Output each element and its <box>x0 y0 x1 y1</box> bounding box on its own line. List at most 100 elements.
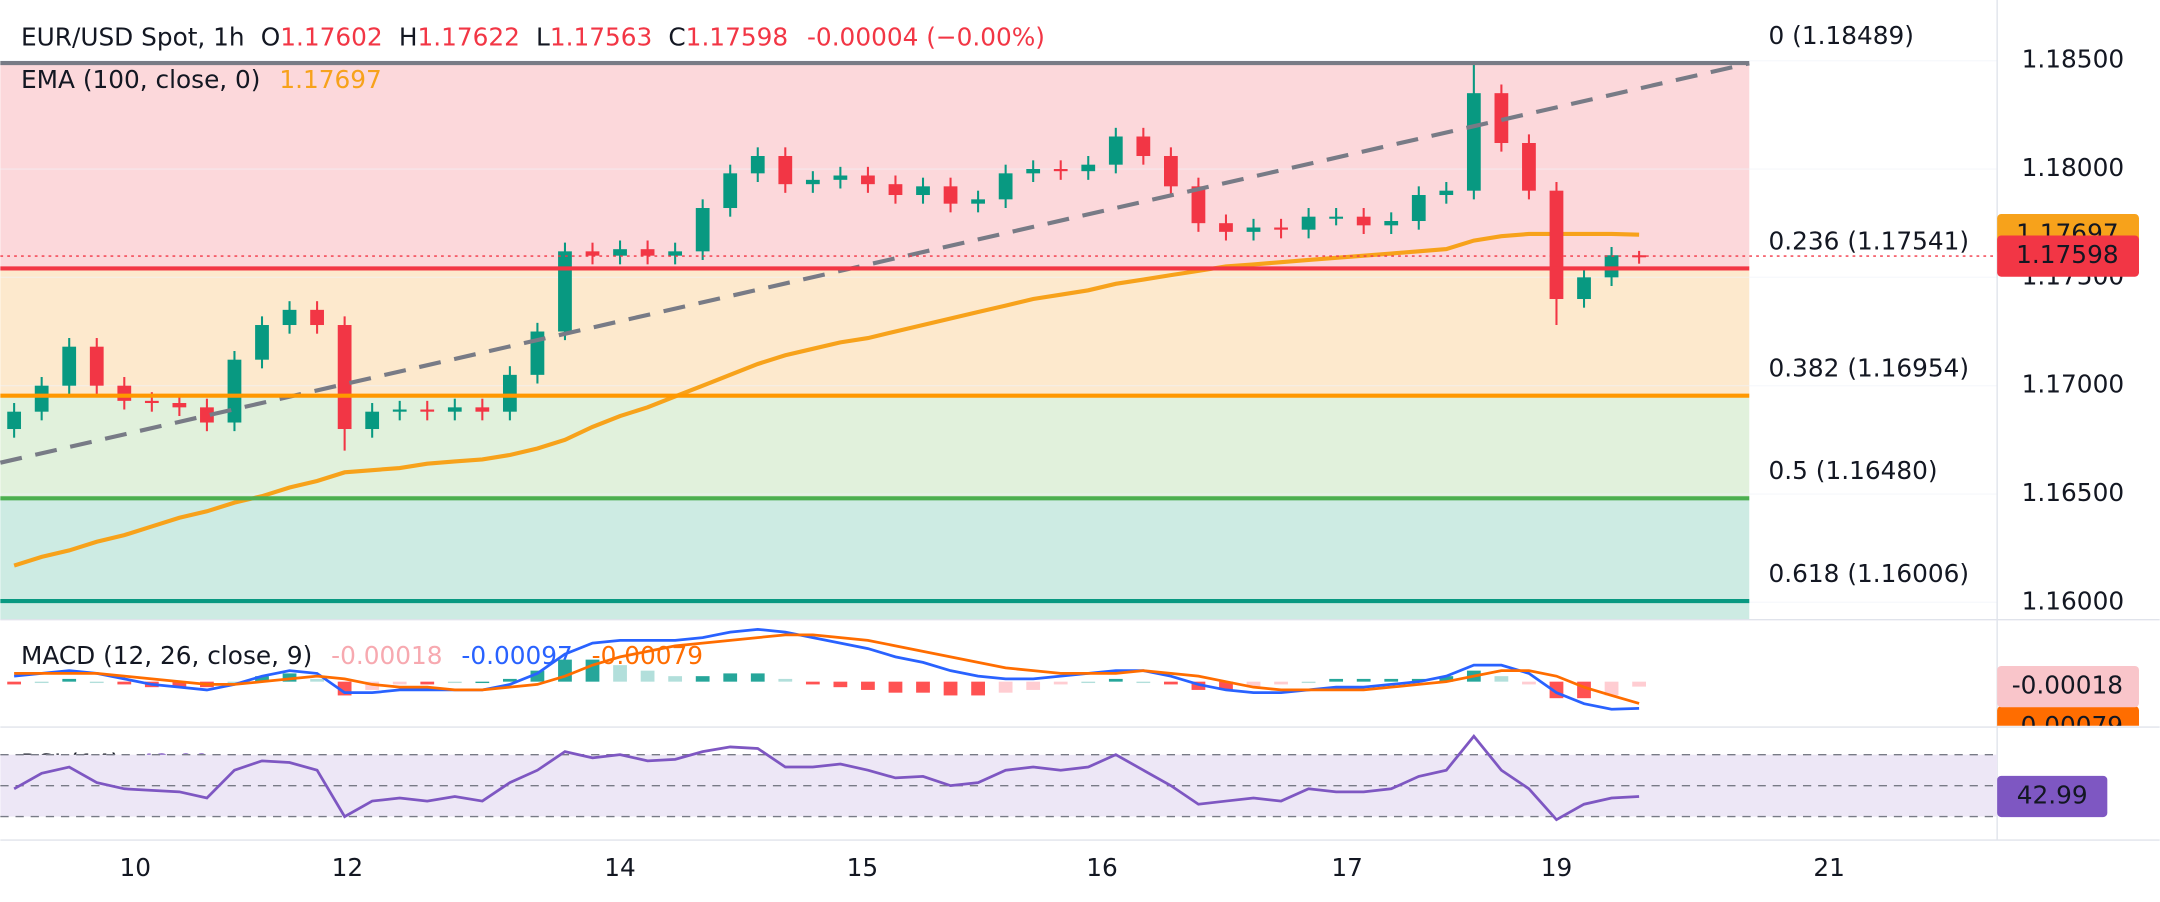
macd-histogram-bar <box>1522 681 1536 685</box>
candle-body <box>62 346 77 386</box>
ema-value: 1.17697 <box>279 65 381 94</box>
signal-line <box>14 633 1640 705</box>
c-value: 1.17598 <box>686 23 788 52</box>
hist-value: -0.00018 <box>331 641 442 670</box>
macd-pane: -0.00079 -0.00018 <box>7 627 2139 726</box>
candle-body <box>89 346 104 386</box>
macd-histogram-bar <box>723 673 738 682</box>
candle-body <box>1026 169 1041 174</box>
candle-body <box>861 175 875 185</box>
macd-histogram-bar <box>530 670 545 682</box>
x-tick-label: 12 <box>332 853 364 882</box>
o-label: O <box>261 23 281 52</box>
macd-histogram-bar <box>1329 678 1344 682</box>
candle-body <box>1108 136 1123 165</box>
candle-body <box>227 359 242 423</box>
macd-value: -0.00097 <box>461 641 572 670</box>
macd-histogram-bar <box>1053 681 1068 685</box>
macd-histogram-bar <box>1081 681 1096 684</box>
macd-histogram-bar <box>1136 681 1151 684</box>
fib-label: 0.5 (1.16480) <box>1769 456 1938 485</box>
candle-body <box>1274 227 1288 230</box>
candle-body <box>1439 190 1454 196</box>
macd-histogram-bar <box>695 676 710 682</box>
rsi-line <box>13 734 1640 822</box>
fib-zone <box>0 498 1750 602</box>
candle-body <box>1246 227 1261 232</box>
c-label: C <box>668 23 685 52</box>
candle-body <box>558 251 572 332</box>
candle-body <box>1522 143 1536 191</box>
fib-label: 0.236 (1.17541) <box>1769 226 1970 255</box>
y-tick-label: 1.18500 <box>2022 45 2124 74</box>
macd-histogram-bar <box>1108 678 1123 682</box>
macd-histogram-bar <box>750 673 765 682</box>
candle-body <box>668 251 683 256</box>
candle-body <box>420 409 435 412</box>
x-tick-label: 21 <box>1813 853 1845 882</box>
candle-body <box>144 400 159 404</box>
candle-body <box>778 156 793 185</box>
macd-histogram-bar <box>420 681 435 685</box>
background <box>0 59 1998 620</box>
macd-histogram-bar <box>392 681 407 685</box>
change: -0.00004 (−0.00%) <box>807 23 1045 52</box>
macd-histogram-bar <box>475 681 490 684</box>
macd-histogram-bar <box>117 681 132 685</box>
candle-body <box>1384 221 1399 226</box>
macd-histogram-bar <box>1219 681 1233 690</box>
rsi-band <box>0 754 1998 817</box>
macd-histogram-bar <box>1274 681 1288 685</box>
hist-tag <box>1997 665 2139 708</box>
hist-tag-label: -0.00018 <box>2012 671 2123 700</box>
macd-histogram-bar <box>1384 678 1399 682</box>
macd-histogram-bar <box>778 678 793 682</box>
candle-body <box>1191 186 1206 224</box>
macd-histogram-bar <box>7 681 22 685</box>
fib-zone <box>0 268 1750 396</box>
candle-body <box>1604 255 1619 278</box>
candle-body <box>172 403 187 408</box>
candle-body <box>1053 169 1068 172</box>
macd-histogram-bar <box>888 681 903 693</box>
candle-body <box>7 411 22 430</box>
macd-histogram-bar <box>1356 678 1371 682</box>
h-label: H <box>399 23 418 52</box>
macd-histogram-bar <box>1439 676 1454 682</box>
candle-body <box>1356 216 1371 226</box>
candle-body <box>392 409 407 412</box>
macd-histogram-bar <box>62 678 77 682</box>
macd-histogram-bar <box>833 681 848 688</box>
candle-body <box>750 156 765 174</box>
macd-histogram-bar <box>1604 681 1619 696</box>
candle-body <box>475 407 490 412</box>
macd-histogram-bar <box>227 681 242 684</box>
fib-zone <box>0 395 1750 499</box>
macd-histogram-bar <box>255 676 269 682</box>
rsi-tag <box>1997 775 2108 818</box>
candle-body <box>971 199 985 204</box>
legend-main: EUR/USD Spot, 1h O1.17602 H1.17622 L1.17… <box>21 23 1045 52</box>
x-tick-label: 15 <box>847 853 879 882</box>
candle-body <box>833 175 848 180</box>
macd-histogram-bar <box>1494 676 1509 682</box>
candle-body <box>695 208 710 252</box>
macd-histogram-bar <box>640 670 655 682</box>
macd-histogram-bar <box>998 681 1013 693</box>
candle-body <box>805 179 820 185</box>
candle-body <box>1466 93 1481 191</box>
fib-zone <box>0 63 1750 269</box>
legend-macd: MACD (12, 26, close, 9) -0.00018 -0.0009… <box>21 641 703 670</box>
y-tick-label: 1.18000 <box>2022 153 2124 182</box>
macd-histogram-bar <box>971 681 985 696</box>
x-tick-label: 17 <box>1331 853 1363 882</box>
h-value: 1.17622 <box>417 23 519 52</box>
macd-histogram-bar <box>1246 681 1261 688</box>
macd-histogram-bar <box>172 681 187 688</box>
macd-histogram-bar <box>1164 681 1178 685</box>
overlay: 0 (1.18489) 0.236 (1.17541) 0.382 (1.16954… <box>0 21 1998 604</box>
macd-histogram-bar <box>34 681 49 684</box>
candle-body <box>1081 164 1096 172</box>
macd-histogram-bar <box>943 681 958 696</box>
